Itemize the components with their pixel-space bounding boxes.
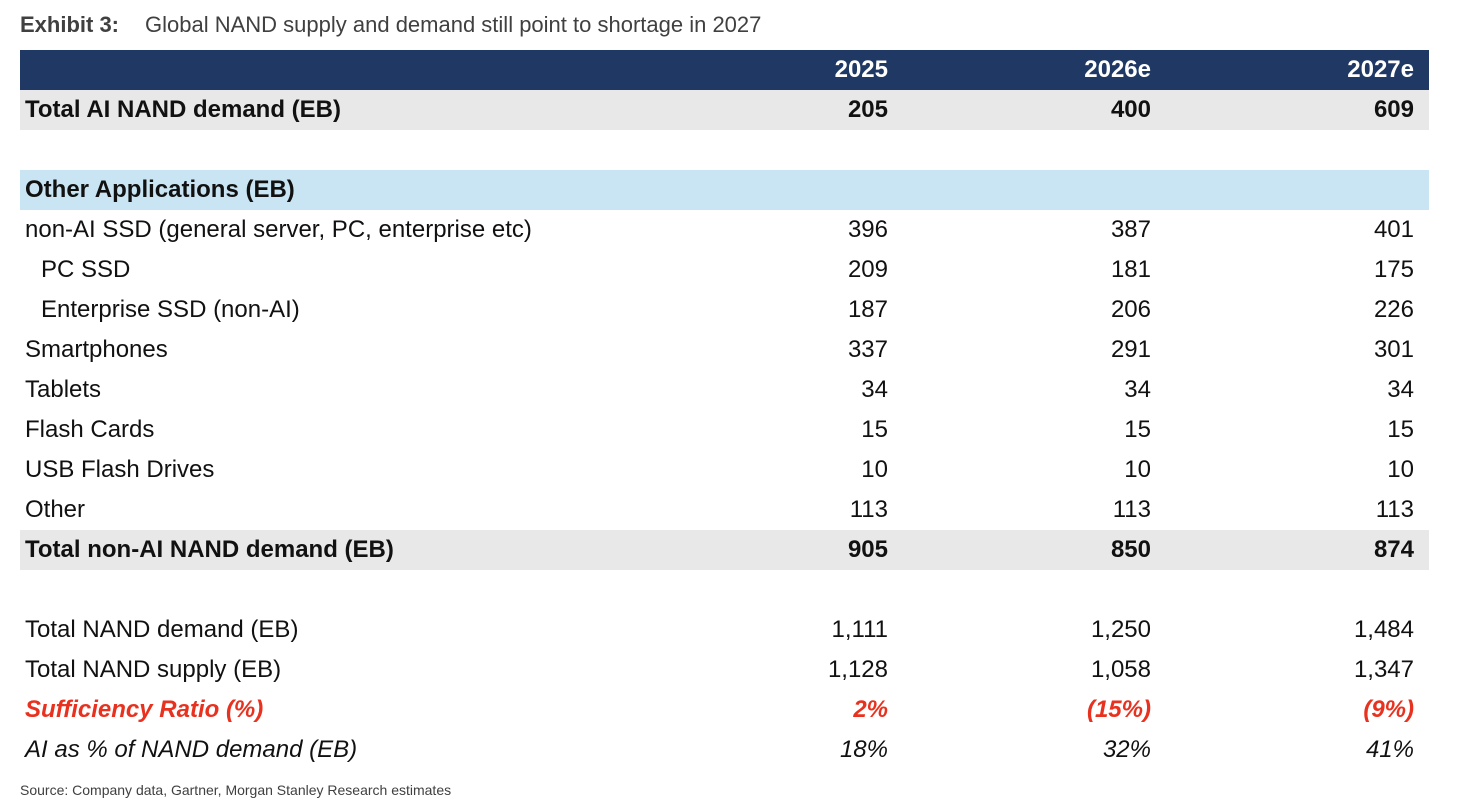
row-value: 609 (1373, 96, 1414, 123)
table-row: Other Applications (EB) (20, 170, 1429, 210)
exhibit-label: Exhibit 3: (20, 12, 120, 37)
table-row: PC SSD 209 181 175 (20, 250, 1429, 290)
row-label: Sufficiency Ratio (%) (25, 696, 264, 723)
header-cell-2027e: 2027e (1347, 56, 1414, 83)
row-value: 113 (849, 496, 888, 523)
row-value: 34 (1124, 376, 1151, 403)
row-label: Flash Cards (25, 416, 155, 443)
row-value: 1,058 (1090, 656, 1151, 683)
row-value: 15 (1124, 416, 1151, 443)
table-row: AI as % of NAND demand (EB) 18% 32% 41% (20, 730, 1429, 770)
row-value: 15 (861, 416, 888, 443)
row-value: 15 (1387, 416, 1414, 443)
row-value: 41% (1365, 736, 1414, 763)
table-row: Smartphones 337 291 301 (20, 330, 1429, 370)
row-label: PC SSD (41, 256, 131, 283)
header-cell-2026e: 2026e (1084, 56, 1151, 83)
row-value: 401 (1373, 216, 1414, 243)
row-value: 32% (1102, 736, 1151, 763)
table-row: Enterprise SSD (non-AI) 187 206 226 (20, 290, 1429, 330)
row-value: 387 (1110, 216, 1151, 243)
row-value: 301 (1373, 336, 1414, 363)
row-value: 206 (1110, 296, 1151, 323)
row-value: 1,128 (827, 656, 888, 683)
spacer-row (20, 570, 1429, 610)
table-header-row: 2025 2026e 2027e (20, 50, 1429, 90)
row-value: 175 (1373, 256, 1414, 283)
row-value: 226 (1373, 296, 1414, 323)
row-label: Total NAND demand (EB) (25, 616, 299, 643)
row-label: Tablets (25, 376, 102, 403)
source-note: Source: Company data, Gartner, Morgan St… (20, 782, 452, 798)
row-value: 1,347 (1353, 656, 1414, 683)
row-value: 2% (853, 696, 888, 723)
row-value: 209 (847, 256, 888, 283)
table-row: Total NAND demand (EB) 1,111 1,250 1,484 (20, 610, 1429, 650)
nand-table: 2025 2026e 2027e Total AI NAND demand (E… (20, 50, 1429, 770)
row-label: USB Flash Drives (25, 456, 215, 483)
row-value: 850 (1110, 536, 1151, 563)
row-label: AI as % of NAND demand (EB) (25, 736, 358, 763)
row-value: 10 (1124, 456, 1151, 483)
row-label: Enterprise SSD (non-AI) (41, 296, 300, 323)
row-value: 1,111 (831, 616, 889, 643)
row-value: 34 (861, 376, 888, 403)
row-label: Total AI NAND demand (EB) (25, 96, 341, 123)
table-row: non-AI SSD (general server, PC, enterpri… (20, 210, 1429, 250)
row-value: 10 (1387, 456, 1414, 483)
row-label: Other (25, 496, 86, 523)
row-value: 34 (1387, 376, 1414, 403)
spacer-row (20, 130, 1429, 170)
row-label: Total non-AI NAND demand (EB) (25, 536, 394, 563)
row-value: 905 (847, 536, 888, 563)
exhibit-title: Global NAND supply and demand still poin… (145, 12, 762, 37)
row-label: non-AI SSD (general server, PC, enterpri… (25, 216, 532, 243)
row-value: 187 (847, 296, 888, 323)
row-value: 10 (861, 456, 888, 483)
row-value: 205 (847, 96, 888, 123)
exhibit-caption: Exhibit 3: Global NAND supply and demand… (20, 10, 761, 40)
table-body: Total AI NAND demand (EB) 205 400 609 Other … (20, 90, 1429, 770)
table-row: Total AI NAND demand (EB) 205 400 609 (20, 90, 1429, 130)
row-value: 874 (1373, 536, 1414, 563)
row-value: 396 (847, 216, 888, 243)
row-value: 400 (1110, 96, 1151, 123)
row-value: (15%) (1086, 696, 1151, 723)
row-value: 181 (1110, 256, 1151, 283)
row-label: Smartphones (25, 336, 168, 363)
row-value: (9%) (1363, 696, 1414, 723)
row-value: 291 (1110, 336, 1151, 363)
table-row: Other 113 113 113 (20, 490, 1429, 530)
table-row: Total non-AI NAND demand (EB) 905 850 874 (20, 530, 1429, 570)
row-value: 1,484 (1353, 616, 1414, 643)
row-value: 1,250 (1090, 616, 1151, 643)
row-value: 113 (1112, 496, 1151, 523)
header-cell-2025: 2025 (834, 56, 888, 83)
table-row: Flash Cards 15 15 15 (20, 410, 1429, 450)
row-label: Other Applications (EB) (25, 176, 295, 203)
table-row: Total NAND supply (EB) 1,128 1,058 1,347 (20, 650, 1429, 690)
table-row: USB Flash Drives 10 10 10 (20, 450, 1429, 490)
table-row: Tablets 34 34 34 (20, 370, 1429, 410)
row-value: 337 (847, 336, 888, 363)
table-row: Sufficiency Ratio (%) 2% (15%) (9%) (20, 690, 1429, 730)
row-value: 18% (839, 736, 888, 763)
row-value: 113 (1375, 496, 1414, 523)
row-label: Total NAND supply (EB) (25, 656, 282, 683)
